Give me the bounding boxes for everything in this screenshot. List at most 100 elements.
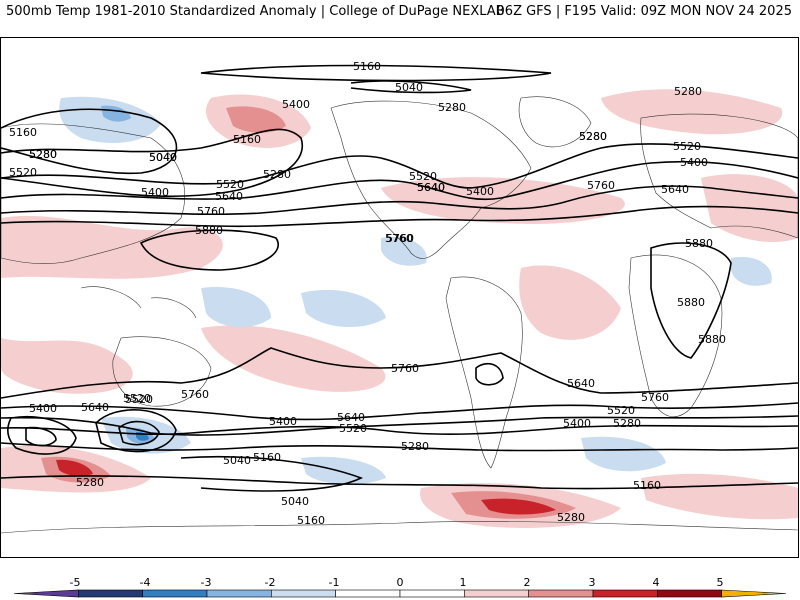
contour-low-south xyxy=(6,415,77,455)
colorbar-tick: -2 xyxy=(265,576,276,589)
contour-label: 5880 xyxy=(685,237,713,250)
contour-label: 5280 xyxy=(438,101,466,114)
contour-label: 5040 xyxy=(281,495,309,508)
colorbar-swatches xyxy=(13,589,787,598)
contour-label: 5640 xyxy=(417,181,445,194)
contour-label: 5160 xyxy=(253,451,281,464)
contour-label: 5280 xyxy=(76,476,104,489)
contour-label: 5040 xyxy=(149,151,177,164)
contour-label: 5400 xyxy=(680,156,708,169)
contour-label: 5400 xyxy=(282,98,310,111)
asia-west-coast xyxy=(1,123,185,265)
contour-5760-ring xyxy=(475,362,504,386)
contour-5400-south xyxy=(1,424,798,435)
contour-label: 5520 xyxy=(125,393,153,406)
contour-label: 5760 xyxy=(587,179,615,192)
colorbar-tick: -1 xyxy=(329,576,340,589)
contour-label: 5520 xyxy=(607,404,635,417)
contour-5280-npac xyxy=(1,128,304,198)
maritime-continent-coast xyxy=(80,286,197,319)
contour-label: 5760 xyxy=(386,232,414,245)
contour-label: 5160 xyxy=(633,479,661,492)
anomaly-map: 5160 5040 5400 5280 5160 5280 5040 5280 … xyxy=(0,37,799,558)
contour-5760 xyxy=(1,205,798,228)
australia-coast xyxy=(112,336,212,407)
contour-label: 5520 xyxy=(216,178,244,191)
contour-label-layer: 5160 5040 5400 5280 5160 5280 5040 5280 … xyxy=(9,60,726,527)
contour-label: 5760 xyxy=(197,205,225,218)
contour-5760-south xyxy=(1,347,798,399)
colorbar-swatch xyxy=(721,589,787,598)
colorbar-swatch xyxy=(657,589,722,598)
contour-label: 5760 xyxy=(181,388,209,401)
contour-label: 5400 xyxy=(29,402,57,415)
contour-label: 5520 xyxy=(409,170,437,183)
contour-label: 5280 xyxy=(263,168,291,181)
map-title: 500mb Temp 1981-2010 Standardized Anomal… xyxy=(6,4,505,19)
map-canvas: 5160 5040 5400 5280 5160 5280 5040 5280 … xyxy=(1,60,798,534)
contour-5880-africa xyxy=(650,242,732,359)
contour-label: 5520 xyxy=(123,392,151,405)
contour-label: 5520 xyxy=(9,166,37,179)
colorbar-tick: 3 xyxy=(589,576,596,589)
contour-5040-south xyxy=(180,455,364,492)
contour-label: 5280 xyxy=(401,440,429,453)
contour-label: 5640 xyxy=(81,401,109,414)
contour-label: 5040 xyxy=(223,454,251,467)
contour-5520 xyxy=(1,160,798,201)
colorbar-swatch xyxy=(335,589,401,598)
contour-label: 5280 xyxy=(674,85,702,98)
warm-anomaly-hot xyxy=(56,459,93,477)
colorbar-swatch xyxy=(528,589,594,598)
contour-5400-npac xyxy=(1,143,798,189)
contour-label: 5400 xyxy=(269,415,297,428)
colorbar-tick: -3 xyxy=(201,576,212,589)
contour-label: 5760 xyxy=(391,362,419,375)
contour-5880-npac xyxy=(139,229,279,271)
contour-label: 5640 xyxy=(215,190,243,203)
antarctica-coast xyxy=(1,521,798,534)
warm-anomaly-patch xyxy=(641,473,798,520)
contour-label: 5640 xyxy=(661,183,689,196)
colorbar-swatch xyxy=(142,589,208,598)
contour-label: 5280 xyxy=(557,511,585,524)
contour-low-south-inner xyxy=(25,426,57,447)
contour-5160-south xyxy=(1,475,798,490)
contour-label: 5520 xyxy=(339,422,367,435)
contour-label: 5640 xyxy=(337,411,365,424)
warm-anomaly-patch xyxy=(381,177,625,224)
coastlines xyxy=(1,96,798,534)
contour-label: 5040 xyxy=(149,151,177,164)
contour-5640-south xyxy=(1,402,798,421)
colorbar-tick: 1 xyxy=(460,576,467,589)
contour-label: 5640 xyxy=(417,181,445,194)
contour-label: 5400 xyxy=(466,185,494,198)
contour-label: 5760 xyxy=(641,391,669,404)
north-america-coast xyxy=(330,100,532,259)
height-contours xyxy=(1,64,798,492)
warm-anomaly-patch xyxy=(201,325,386,392)
contour-label: 5280 xyxy=(29,148,57,161)
contour-label: 5160 xyxy=(9,126,37,139)
contour-label: 5280 xyxy=(29,148,57,161)
colorbar-tick: 4 xyxy=(653,576,660,589)
contour-label: 5880 xyxy=(195,224,223,237)
cold-anomaly-patch xyxy=(201,287,271,328)
colorbar-swatch xyxy=(592,589,658,598)
warm-anomaly-patch xyxy=(519,265,621,340)
contour-label: 5160 xyxy=(353,60,381,73)
south-america-coast xyxy=(445,276,523,469)
colorbar-swatch xyxy=(13,589,79,598)
contour-5520-ring xyxy=(118,420,160,446)
greenland-coast xyxy=(518,96,592,148)
contour-5640-ring xyxy=(95,408,177,453)
eurasia-coast xyxy=(640,113,798,239)
contour-label: 5880 xyxy=(677,296,705,309)
contour-label: 5760 xyxy=(385,232,413,245)
cold-anomaly-patch xyxy=(301,289,386,328)
warm-anomaly-patch xyxy=(1,338,133,394)
cold-anomaly-patch xyxy=(381,237,427,266)
contour-5040-arctic xyxy=(350,80,472,94)
warm-anomaly-patch xyxy=(601,89,783,135)
contour-label: 5280 xyxy=(579,130,607,143)
